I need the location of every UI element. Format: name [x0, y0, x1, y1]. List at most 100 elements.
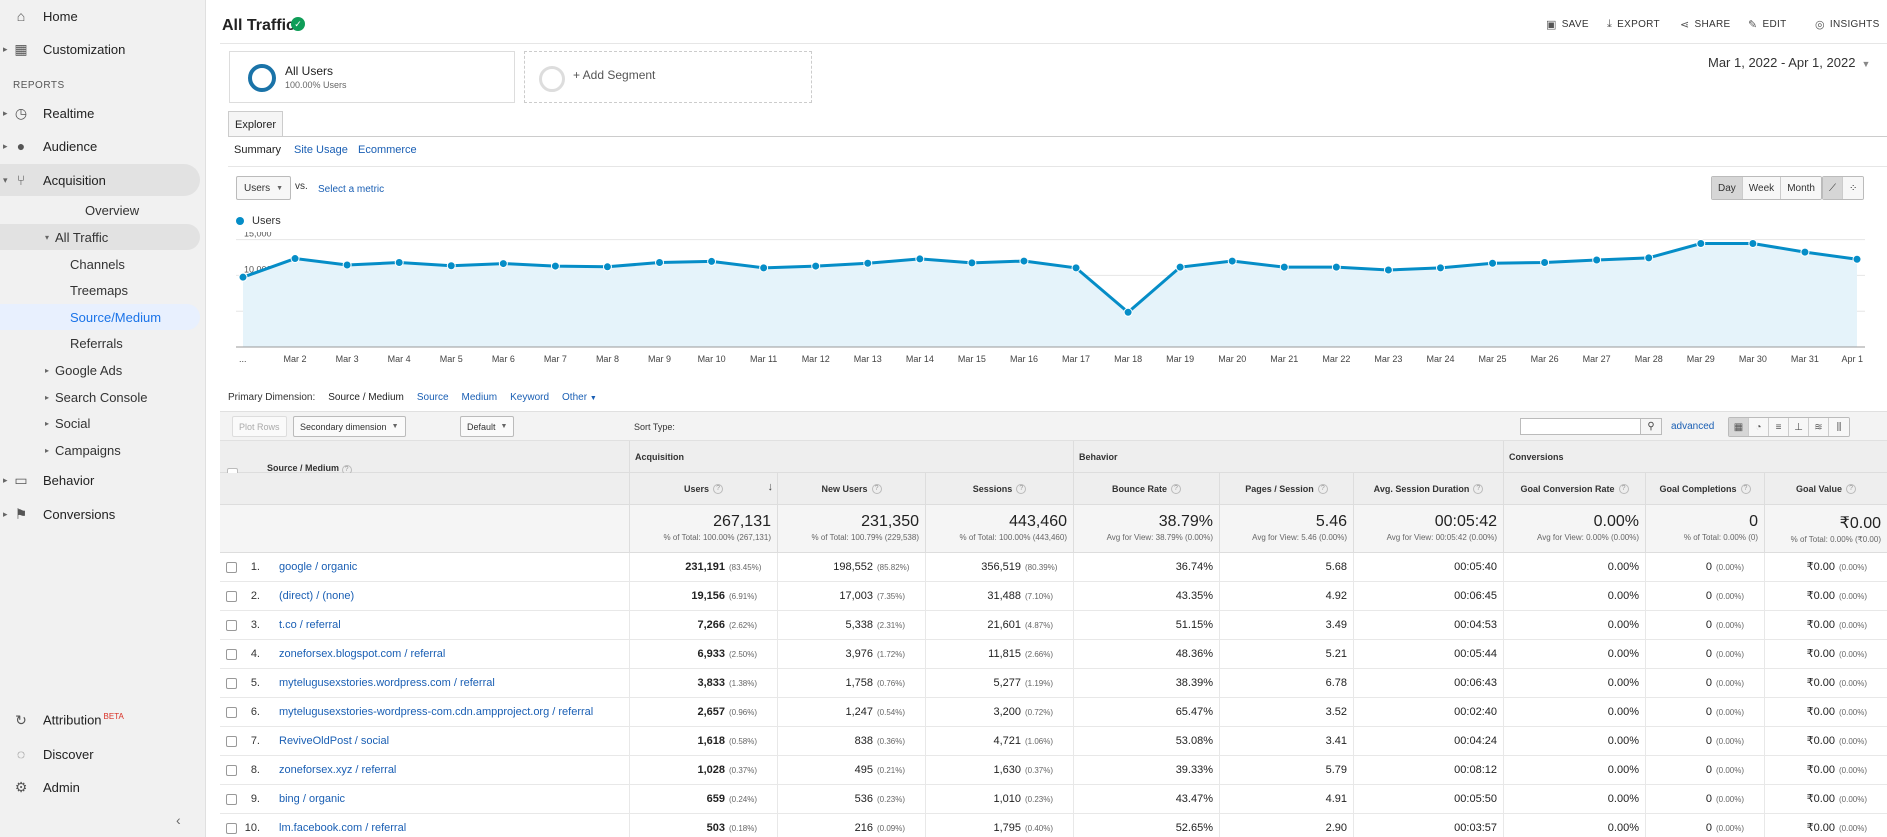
nav-audience[interactable]: ▸ ● Audience	[0, 130, 200, 162]
source-medium-link[interactable]: t.co / referral	[279, 619, 341, 631]
source-medium-link[interactable]: lm.facebook.com / referral	[279, 822, 407, 834]
dimension-source-link[interactable]: Source	[416, 392, 449, 403]
nav-discover[interactable]: ◌ Discover	[0, 738, 200, 770]
row-checkbox[interactable]	[226, 620, 237, 631]
save-button[interactable]: ▣ SAVE	[1546, 18, 1589, 31]
dimension-medium-link[interactable]: Medium	[461, 392, 498, 403]
metric-select[interactable]: Users ▼	[236, 176, 292, 200]
help-icon[interactable]: ?	[1473, 484, 1484, 494]
nav-conversions[interactable]: ▸ ⚑ Conversions	[0, 498, 200, 530]
nav-behavior[interactable]: ▸ ▭ Behavior	[0, 464, 200, 496]
motion-chart-icon[interactable]: ⁘	[1843, 177, 1864, 199]
select-metric-link[interactable]: Select a metric	[318, 184, 385, 195]
day-button[interactable]: Day	[1712, 177, 1743, 199]
row-checkbox[interactable]	[226, 823, 237, 834]
add-segment-button[interactable]: + Add Segment	[524, 51, 812, 103]
segment-all-users[interactable]: All Users 100.00% Users	[229, 51, 515, 103]
month-button[interactable]: Month	[1781, 177, 1821, 199]
nav-acquisition[interactable]: ▾ ⑂ Acquisition	[0, 164, 200, 196]
subtab-ecommerce[interactable]: Ecommerce	[358, 144, 417, 156]
totals-cell: 0 % of Total: 0.00% (0)	[1645, 505, 1764, 553]
header-pages-session[interactable]: Pages / Session?	[1219, 473, 1353, 505]
edit-button[interactable]: ✎ EDIT	[1748, 18, 1787, 31]
header-new-users[interactable]: New Users?	[777, 473, 925, 505]
header-bounce-rate[interactable]: Bounce Rate?	[1073, 473, 1219, 505]
performance-icon[interactable]: ≡	[1769, 418, 1789, 436]
nav-social[interactable]: ▸ Social	[0, 410, 200, 436]
nav-referrals[interactable]: Referrals	[0, 330, 200, 356]
nav-attribution[interactable]: ↻ Attribution BETA	[0, 704, 200, 736]
nav-treemaps[interactable]: Treemaps	[0, 277, 200, 303]
help-icon[interactable]: ?	[1171, 484, 1181, 494]
week-button[interactable]: Week	[1742, 177, 1782, 199]
source-medium-link[interactable]: mytelugusexstories-wordpress-com.cdn.amp…	[279, 706, 594, 718]
header-sessions[interactable]: Sessions?	[925, 473, 1073, 505]
nav-campaigns[interactable]: ▸ Campaigns	[0, 437, 200, 463]
nav-search-console[interactable]: ▸ Search Console	[0, 384, 200, 410]
export-button[interactable]: ⤓ EXPORT	[1607, 18, 1660, 31]
dimension-keyword-link[interactable]: Keyword	[510, 392, 550, 403]
pivot-icon[interactable]: ⫼	[1829, 418, 1849, 436]
subtab-site-usage[interactable]: Site Usage	[294, 144, 348, 156]
header-goal-completions[interactable]: Goal Completions?	[1645, 473, 1764, 505]
insights-button[interactable]: ◎ INSIGHTS	[1815, 18, 1880, 31]
source-medium-link[interactable]: mytelugusexstories.wordpress.com / refer…	[279, 677, 495, 689]
nav-overview[interactable]: Overview	[0, 197, 200, 223]
share-button[interactable]: ⋖ SHARE	[1680, 18, 1730, 31]
row-checkbox[interactable]	[226, 591, 237, 602]
advanced-filter-link[interactable]: advanced	[1671, 421, 1715, 432]
nav-realtime[interactable]: ▸ ◷ Realtime	[0, 97, 200, 129]
source-medium-link[interactable]: google / organic	[279, 561, 358, 573]
row-checkbox[interactable]	[226, 707, 237, 718]
nav-customization[interactable]: ▸ ▦ Customization	[0, 33, 200, 65]
cell-gcr: 0.00%	[1503, 611, 1645, 640]
help-icon[interactable]: ?	[1317, 484, 1328, 494]
row-checkbox[interactable]	[226, 794, 237, 805]
pie-chart-icon[interactable]: ◔	[1749, 418, 1769, 436]
dimension-other-dropdown[interactable]: Other ▼	[562, 392, 597, 403]
collapse-sidebar-icon[interactable]: ‹	[176, 812, 181, 828]
nav-admin[interactable]: ⚙ Admin	[0, 771, 200, 803]
data-table-icon[interactable]: ▦	[1729, 418, 1749, 436]
help-icon[interactable]: ?	[1846, 484, 1857, 494]
table-row: 7. ReviveOldPost / social 1,618 (0.58%) 838 (…	[220, 727, 1887, 756]
header-avg-session-duration[interactable]: Avg. Session Duration?	[1353, 473, 1503, 505]
help-icon[interactable]: ?	[1740, 484, 1751, 494]
sort-type-select[interactable]: Default ▼	[460, 416, 515, 437]
date-range-picker[interactable]: Mar 1, 2022 - Apr 1, 2022 ▼	[1708, 55, 1870, 70]
secondary-dimension-select[interactable]: Secondary dimension ▼	[293, 416, 406, 437]
nav-all-traffic[interactable]: ▾ All Traffic	[0, 224, 200, 250]
cell-value: ₹0.00	[1806, 590, 1835, 602]
help-icon[interactable]: ?	[871, 484, 882, 494]
help-icon[interactable]: ?	[713, 484, 724, 494]
table-search-input[interactable]	[1520, 418, 1642, 435]
tab-explorer[interactable]: Explorer	[228, 111, 283, 137]
nav-source-medium[interactable]: Source/Medium	[0, 304, 200, 330]
row-checkbox[interactable]	[226, 765, 237, 776]
cell-sessions: 1,010 (0.23%)	[925, 785, 1073, 814]
nav-channels[interactable]: Channels	[0, 251, 200, 277]
search-icon[interactable]: ⚲	[1640, 418, 1662, 435]
row-checkbox[interactable]	[226, 649, 237, 660]
row-checkbox[interactable]	[226, 678, 237, 689]
help-icon[interactable]: ?	[1618, 484, 1629, 494]
help-icon[interactable]: ?	[1016, 484, 1027, 494]
source-medium-link[interactable]: bing / organic	[279, 793, 346, 805]
nav-home[interactable]: ⌂ Home	[0, 0, 200, 32]
line-chart-icon[interactable]: ⟋	[1823, 177, 1843, 199]
subtab-summary[interactable]: Summary	[234, 144, 282, 156]
row-checkbox[interactable]	[226, 562, 237, 573]
source-medium-link[interactable]: zoneforsex.xyz / referral	[279, 764, 397, 776]
term-cloud-icon[interactable]: ≋	[1809, 418, 1829, 436]
header-users[interactable]: Users? ↓	[629, 473, 777, 505]
plot-rows-button[interactable]: Plot Rows	[232, 416, 287, 437]
row-checkbox[interactable]	[226, 736, 237, 747]
source-medium-link[interactable]: (direct) / (none)	[279, 590, 355, 602]
header-goal-value[interactable]: Goal Value?	[1764, 473, 1887, 505]
source-medium-link[interactable]: zoneforsex.blogspot.com / referral	[279, 648, 446, 660]
comparison-icon[interactable]: ⊥	[1789, 418, 1809, 436]
nav-google-ads[interactable]: ▸ Google Ads	[0, 357, 200, 383]
data-point	[1019, 256, 1029, 266]
header-goal-conversion-rate[interactable]: Goal Conversion Rate?	[1503, 473, 1645, 505]
source-medium-link[interactable]: ReviveOldPost / social	[279, 735, 390, 747]
